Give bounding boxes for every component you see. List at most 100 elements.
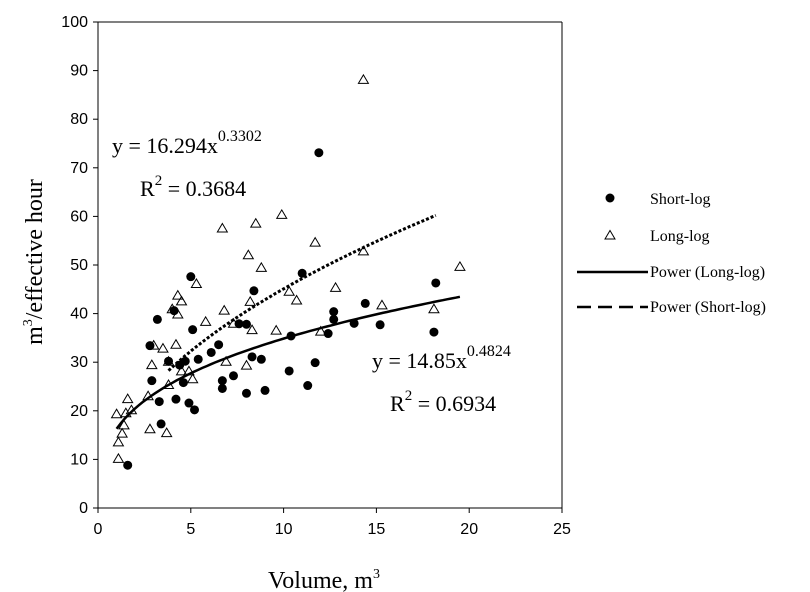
legend-label-power-long-log: Power (Long-log) <box>650 264 765 281</box>
x-tick-label: 20 <box>460 521 478 538</box>
short-log-point <box>329 307 339 317</box>
short-log-point <box>247 352 257 362</box>
long-log-point <box>376 299 388 310</box>
long-log-point <box>162 379 175 390</box>
long-log-point <box>144 423 156 434</box>
short-log-point <box>349 318 359 328</box>
long-log-point <box>157 342 169 353</box>
short-log-point <box>375 320 385 330</box>
x-axis-title: Volume, m3 <box>268 567 380 592</box>
short-log-point <box>178 378 188 388</box>
long-log-point <box>314 325 327 336</box>
short-log-point <box>284 366 294 376</box>
long-log-point <box>147 339 160 350</box>
y-tick-label: 10 <box>70 451 88 468</box>
long-log-point <box>454 260 466 271</box>
data-points <box>110 73 466 470</box>
legend-item-long-log: Long-log <box>604 228 710 245</box>
short-log-point <box>186 272 196 282</box>
short-log-point <box>152 314 162 324</box>
long-log-point <box>428 303 440 314</box>
y-axis-ticks: 0 10 20 30 40 50 60 70 80 90 100 <box>61 14 98 517</box>
x-axis-ticks: 0 5 10 15 20 25 <box>94 508 571 538</box>
legend-item-power-long-log: Power (Long-log) <box>577 264 765 281</box>
long-log-point <box>112 436 125 447</box>
short-log-r2-prefix: R <box>390 391 405 416</box>
long-log-point <box>249 217 262 228</box>
short-log-point <box>184 398 194 408</box>
short-log-point <box>214 340 224 350</box>
x-tick-label: 5 <box>186 521 195 538</box>
short-log-point <box>297 268 307 278</box>
long-log-point <box>199 315 212 326</box>
short-log-point <box>147 376 157 386</box>
short-log-r2-superscript: 2 <box>405 388 413 404</box>
long-log-point <box>175 365 188 376</box>
long-log-point <box>142 390 154 401</box>
long-log-equation-text: y = 16.294x <box>112 133 218 158</box>
short-log-point <box>193 354 203 364</box>
long-log-point <box>112 452 125 463</box>
short-log-point <box>228 371 238 381</box>
short-log-equation-text: y = 14.85x <box>372 348 467 373</box>
long-log-point <box>240 359 253 370</box>
long-log-r-squared: R2 = 0.3684 <box>140 173 246 201</box>
y-axis-title-superscript: 3 <box>21 319 36 326</box>
short-log-r2-value: = 0.6934 <box>412 391 496 416</box>
y-tick-label: 70 <box>70 160 88 177</box>
y-axis-title-prefix: m <box>22 326 48 345</box>
short-log-point <box>286 331 296 341</box>
open-triangle-marker-icon <box>604 229 616 240</box>
legend-label-short-log: Short-log <box>650 191 710 208</box>
short-log-point <box>249 286 259 296</box>
short-log-point <box>206 347 216 357</box>
plot-area <box>97 21 563 509</box>
long-log-point <box>183 365 195 376</box>
short-log-point <box>190 405 200 415</box>
filled-circle-marker-icon <box>605 193 615 203</box>
short-log-equation: y = 14.85x0.4824 <box>372 343 511 373</box>
long-log-r2-prefix: R <box>140 176 155 201</box>
short-log-point <box>303 381 313 391</box>
long-log-point <box>162 355 175 366</box>
long-log-point <box>216 222 229 233</box>
long-log-point <box>283 285 296 296</box>
long-log-point <box>110 408 123 419</box>
short-log-point <box>180 356 190 366</box>
long-log-r2-value: = 0.3684 <box>162 176 246 201</box>
long-log-equation: y = 16.294x0.3302 <box>112 128 262 158</box>
short-log-point <box>171 394 181 404</box>
y-tick-label: 40 <box>70 306 88 323</box>
long-log-point <box>270 324 283 335</box>
x-tick-label: 10 <box>275 521 293 538</box>
long-log-equation-exponent: 0.3302 <box>218 128 262 145</box>
short-log-point <box>431 278 441 288</box>
long-log-r2-superscript: 2 <box>155 173 163 189</box>
y-axis-title-suffix: /effective hour <box>22 179 48 319</box>
long-log-point <box>244 295 257 306</box>
long-log-point <box>171 289 184 300</box>
long-log-point <box>121 393 134 404</box>
short-log-point <box>241 319 251 329</box>
y-tick-label: 100 <box>61 14 88 31</box>
legend-label-long-log: Long-log <box>650 228 710 245</box>
short-log-point <box>154 397 164 407</box>
x-tick-label: 15 <box>368 521 386 538</box>
short-log-point <box>217 376 227 386</box>
y-tick-label: 0 <box>79 500 88 517</box>
long-log-point <box>227 317 240 328</box>
legend-item-power-short-log: Power (Short-log) <box>577 299 766 316</box>
long-log-point <box>145 359 158 370</box>
long-log-point <box>119 407 132 418</box>
short-log-point <box>360 298 370 308</box>
long-log-point <box>255 261 268 272</box>
long-log-point <box>118 419 130 430</box>
short-log-point <box>123 460 133 470</box>
long-log-point <box>125 404 138 415</box>
short-log-point <box>188 325 198 335</box>
long-log-point <box>175 295 188 306</box>
y-tick-label: 90 <box>70 63 88 80</box>
long-log-point <box>242 249 255 260</box>
long-log-point <box>275 208 288 219</box>
